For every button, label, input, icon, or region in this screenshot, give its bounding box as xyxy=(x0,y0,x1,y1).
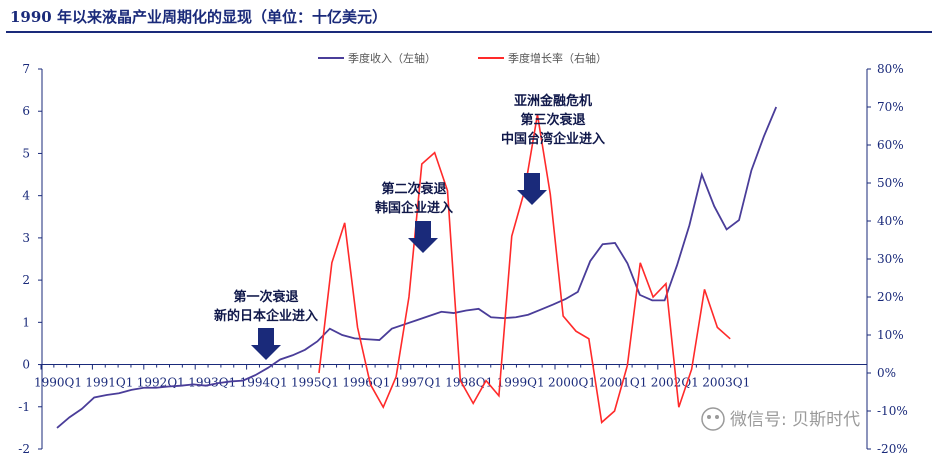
x-tick-label: 1994Q1 xyxy=(240,376,288,390)
left-tick-label: -2 xyxy=(18,442,30,456)
left-tick-label: 3 xyxy=(22,231,30,245)
legend-label-revenue: 季度收入（左轴） xyxy=(348,51,436,65)
axes xyxy=(41,69,868,449)
x-tick-label: 1993Q1 xyxy=(188,376,236,390)
annotation-2-line-2: 韩国企业进入 xyxy=(375,200,453,216)
annotation-2-line-1: 第二次衰退 xyxy=(381,181,446,197)
legend: 季度收入（左轴） 季度增长率（右轴） xyxy=(318,51,607,65)
right-tick-label: 40% xyxy=(877,214,904,228)
right-tick-label: 80% xyxy=(877,62,904,76)
right-tick-label: -10% xyxy=(877,404,908,418)
left-tick-label: 5 xyxy=(22,146,30,160)
x-tick-label: 1990Q1 xyxy=(34,376,82,390)
annotation-3-line-3: 中国台湾企业进入 xyxy=(501,131,605,147)
left-tick-label: -1 xyxy=(18,400,30,414)
x-tick-label: 1999Q1 xyxy=(497,376,545,390)
right-tick-label: 50% xyxy=(877,176,904,190)
x-tick-label: 1997Q1 xyxy=(394,376,442,390)
left-tick-label: 2 xyxy=(22,273,30,287)
left-axis-ticks: -2 -1 0 1 2 3 4 5 6 7 xyxy=(18,62,42,456)
watermark-text: 微信号: 贝斯时代 xyxy=(730,410,860,430)
annotation-2-arrow xyxy=(408,221,438,253)
left-tick-label: 4 xyxy=(22,189,30,203)
annotation-1-line-1: 第一次衰退 xyxy=(233,289,298,305)
title-underline xyxy=(6,31,932,33)
series-line-revenue xyxy=(56,106,778,429)
right-tick-label: 0% xyxy=(877,366,896,380)
watermark: 微信号: 贝斯时代 xyxy=(701,407,860,431)
left-tick-label: 6 xyxy=(22,104,30,118)
right-tick-label: 70% xyxy=(877,100,904,114)
x-tick-label: 1991Q1 xyxy=(85,376,133,390)
right-tick-label: -20% xyxy=(877,442,908,456)
left-tick-label: 0 xyxy=(22,358,30,372)
annotation-3-line-2: 第三次衰退 xyxy=(520,112,585,128)
right-axis-ticks: -20% -10% 0% 10% 20% 30% 40% 50% 60% 70% 80% xyxy=(867,62,908,456)
wechat-icon xyxy=(701,407,725,431)
left-tick-label: 7 xyxy=(22,62,30,76)
annotation-3-line-1: 亚洲金融危机 xyxy=(514,93,592,109)
x-tick-label: 2003Q1 xyxy=(702,376,750,390)
x-tick-label: 2000Q1 xyxy=(548,376,596,390)
x-tick-label: 1998Q1 xyxy=(445,376,493,390)
x-tick-label: 2002Q1 xyxy=(651,376,699,390)
x-tick-label: 1996Q1 xyxy=(342,376,390,390)
right-tick-label: 30% xyxy=(877,252,904,266)
right-tick-label: 10% xyxy=(877,328,904,342)
legend-label-growth: 季度增长率（右轴） xyxy=(508,51,607,65)
annotation-1-line-2: 新的日本企业进入 xyxy=(214,308,318,324)
x-axis-ticks: 1990Q1 1991Q1 1992Q1 1993Q1 1994Q1 1995Q1 1996… xyxy=(34,364,750,390)
left-tick-label: 1 xyxy=(22,315,30,329)
chart-title: 1990 年以来液晶产业周期化的显现（单位：十亿美元） xyxy=(10,8,387,26)
annotation-3-arrow xyxy=(517,173,547,205)
x-tick-label: 1995Q1 xyxy=(291,376,339,390)
right-tick-label: 20% xyxy=(877,290,904,304)
annotations: 第一次衰退 新的日本企业进入 第二次衰退 韩国企业进入 亚洲金融危机 第三次衰退… xyxy=(214,93,605,360)
right-tick-label: 60% xyxy=(877,138,904,152)
annotation-1-arrow xyxy=(251,328,281,360)
x-tick-label: 2001Q1 xyxy=(599,376,647,390)
